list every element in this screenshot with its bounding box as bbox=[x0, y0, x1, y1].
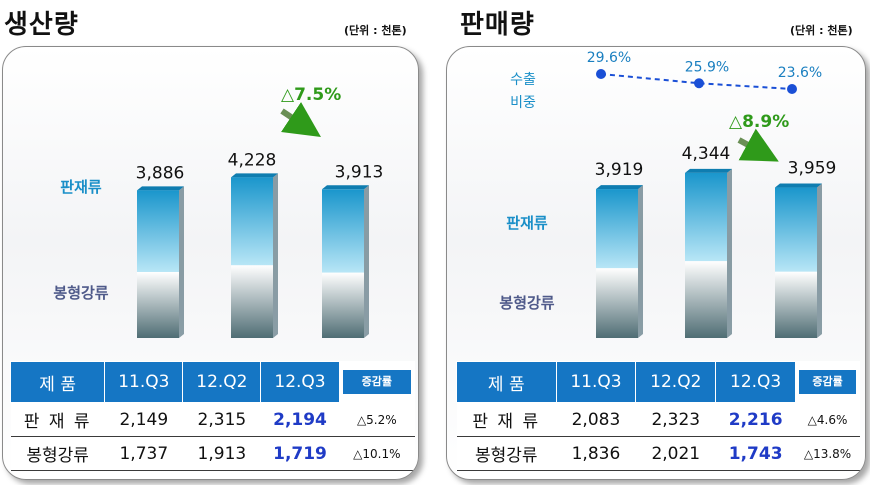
header-col-3: 12.Q3 bbox=[715, 361, 797, 403]
sales-title: 판매량 bbox=[460, 10, 535, 40]
table-row: 판 재 류 2,149 2,315 2,194 △5.2% bbox=[10, 402, 415, 437]
table-cell: 2,323 bbox=[635, 402, 716, 437]
bar-side bbox=[364, 185, 369, 338]
bar-plate bbox=[322, 189, 364, 273]
bar-plate bbox=[596, 189, 638, 269]
table-cell-change: △4.6% bbox=[795, 402, 860, 437]
change-annotation: △8.9% bbox=[729, 112, 789, 132]
bar-plate bbox=[137, 190, 179, 272]
header-col-1: 11.Q3 bbox=[555, 361, 637, 403]
table-cell-highlight: 1,743 bbox=[715, 436, 796, 471]
bar-total-label: 4,228 bbox=[228, 150, 277, 170]
production-title: 생산량 bbox=[4, 10, 79, 40]
bar-rebar bbox=[137, 271, 179, 338]
table-cell: 2,149 bbox=[104, 402, 183, 437]
sales-unit: (단위 : 천톤) bbox=[790, 24, 853, 37]
bar-total-label: 3,959 bbox=[788, 159, 837, 179]
header-change-rate: 증감률 bbox=[338, 361, 416, 403]
bar-total-label: 3,886 bbox=[136, 163, 185, 183]
bar-plate bbox=[775, 187, 817, 272]
series-label-rebar: 봉형강류 bbox=[53, 284, 108, 302]
export-share-value: 29.6% bbox=[587, 50, 631, 66]
table-header-row: 제 품 11.Q3 12.Q2 12.Q3 증감률 bbox=[9, 361, 416, 403]
export-share-point bbox=[596, 69, 606, 79]
export-share-label: 비중 bbox=[510, 95, 536, 111]
table-cell: 2,021 bbox=[635, 436, 716, 471]
row-label: 봉형강류 bbox=[456, 436, 557, 471]
bar-top-face bbox=[685, 168, 732, 173]
bar-side bbox=[727, 168, 732, 338]
header-change-rate-label: 증감률 bbox=[342, 370, 411, 394]
change-arrow bbox=[737, 128, 779, 162]
bar-side bbox=[638, 185, 643, 338]
table-row: 봉형강류 1,836 2,021 1,743 △13.8% bbox=[456, 436, 860, 471]
bar-rebar bbox=[596, 268, 638, 338]
header-col-2: 12.Q2 bbox=[635, 361, 717, 403]
bar-top-face bbox=[137, 186, 184, 191]
table-row: 봉형강류 1,737 1,913 1,719 △10.1% bbox=[10, 436, 415, 471]
sales-table: 제 품 11.Q3 12.Q2 12.Q3 증감률 판 재 류 2,083 2,… bbox=[456, 361, 860, 471]
series-label-plate: 판재류 bbox=[506, 214, 548, 232]
table-cell-change: △5.2% bbox=[339, 402, 415, 437]
series-label-plate: 판재류 bbox=[60, 178, 102, 196]
bar-rebar bbox=[685, 261, 727, 338]
export-share-label: 수출 bbox=[510, 72, 536, 88]
bar-total-label: 4,344 bbox=[682, 144, 731, 164]
row-label: 판 재 류 bbox=[456, 402, 557, 437]
table-cell: 1,737 bbox=[104, 436, 183, 471]
header-col-3: 12.Q3 bbox=[260, 361, 340, 403]
header-col-2: 12.Q2 bbox=[182, 361, 262, 403]
table-row: 판 재 류 2,083 2,323 2,216 △4.6% bbox=[456, 402, 860, 437]
table-cell-change: △10.1% bbox=[339, 436, 415, 471]
export-share-point bbox=[787, 84, 797, 94]
bar-plate bbox=[231, 177, 273, 266]
bar-top-face bbox=[596, 185, 643, 190]
bar-side bbox=[817, 183, 822, 338]
export-share-value: 23.6% bbox=[778, 65, 822, 81]
header-product: 제 품 bbox=[456, 361, 557, 403]
table-cell: 2,315 bbox=[182, 402, 261, 437]
export-share-value: 25.9% bbox=[685, 59, 729, 75]
table-cell: 2,083 bbox=[556, 402, 636, 437]
bar-side bbox=[179, 186, 184, 338]
bar-rebar bbox=[775, 271, 817, 338]
series-label-rebar: 봉형강류 bbox=[499, 294, 554, 312]
table-cell-change: △13.8% bbox=[795, 436, 860, 471]
bar-top-face bbox=[775, 183, 822, 188]
change-annotation: △7.5% bbox=[281, 85, 341, 105]
header-change-rate: 증감률 bbox=[795, 361, 860, 403]
bar-top-face bbox=[231, 173, 278, 178]
bar-total-label: 3,919 bbox=[595, 160, 644, 180]
table-cell-highlight: 2,194 bbox=[260, 402, 340, 437]
row-label: 판 재 류 bbox=[10, 402, 105, 437]
bar-side bbox=[273, 173, 278, 338]
export-share-point bbox=[694, 78, 704, 89]
table-cell-highlight: 2,216 bbox=[715, 402, 796, 437]
table-cell: 1,836 bbox=[556, 436, 636, 471]
bar-plate bbox=[685, 172, 727, 262]
production-table: 제 품 11.Q3 12.Q2 12.Q3 증감률 판 재 류 2,149 2,… bbox=[9, 361, 416, 471]
table-cell: 1,913 bbox=[182, 436, 261, 471]
bar-total-label: 3,913 bbox=[335, 162, 384, 182]
bar-top-face bbox=[322, 185, 369, 190]
table-cell-highlight: 1,719 bbox=[260, 436, 340, 471]
header-change-rate-label: 증감률 bbox=[799, 370, 856, 394]
production-unit: (단위 : 천톤) bbox=[344, 24, 407, 37]
table-header-row: 제 품 11.Q3 12.Q2 12.Q3 증감률 bbox=[456, 361, 860, 403]
bar-rebar bbox=[322, 272, 364, 338]
row-label: 봉형강류 bbox=[10, 436, 105, 471]
change-arrow bbox=[280, 102, 321, 137]
bar-rebar bbox=[231, 265, 273, 338]
header-product: 제 품 bbox=[9, 361, 106, 403]
header-col-1: 11.Q3 bbox=[104, 361, 184, 403]
